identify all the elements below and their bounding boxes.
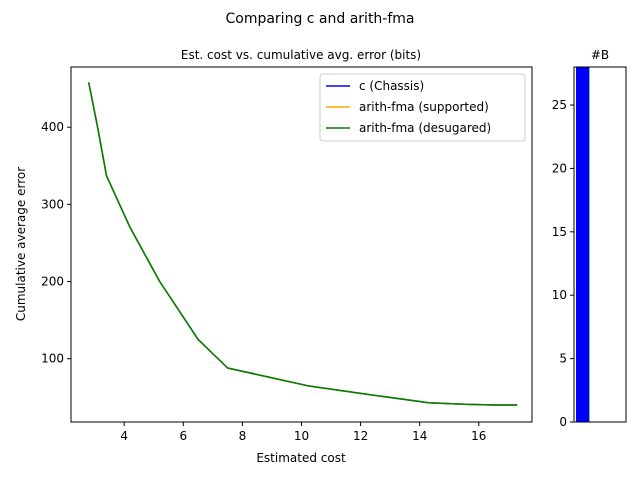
bar-chart-y-ticks: 0 5 10 15 20 25 [552,98,574,429]
x-tick-label: 4 [120,429,128,443]
x-tick-label: 8 [239,429,247,443]
x-tick-label: 10 [294,429,309,443]
bar [578,67,589,422]
legend-box [319,73,526,142]
legend-label: arith-fma (desugared) [359,121,491,135]
legend: c (Chassis) arith-fma (supported) arith-fm… [319,73,526,142]
line-chart-title: Est. cost vs. cumulative avg. error (bit… [181,48,421,62]
x-axis-label: Estimated cost [256,451,346,465]
x-axis-ticks: 4 6 8 10 12 14 16 [120,422,486,443]
bar-y-tick-label: 10 [552,288,567,302]
figure-suptitle: Comparing c and arith-fma [225,11,414,27]
x-tick-label: 16 [471,429,486,443]
series-line-3 [87,82,518,406]
bar-y-tick-label: 25 [552,98,567,112]
bar-chart-frame [573,66,627,423]
bar-chart-title: #B [591,48,609,62]
bar-y-tick-label: 5 [559,352,567,366]
x-tick-label: 14 [412,429,427,443]
y-axis-label: Cumulative average error [14,167,28,321]
legend-label: c (Chassis) [359,79,424,93]
x-tick-label: 6 [179,429,187,443]
y-tick-label: 300 [41,197,64,211]
line-chart: Est. cost vs. cumulative avg. error (bit… [14,48,533,465]
y-tick-label: 200 [41,275,64,289]
line-series-group [87,82,518,406]
y-axis-ticks: 100 200 300 400 [41,120,71,366]
legend-label: arith-fma (supported) [359,100,489,114]
x-tick-label: 12 [353,429,368,443]
bar [576,67,581,422]
bar-group [576,67,590,422]
y-tick-label: 100 [41,352,64,366]
bar-y-tick-label: 0 [559,415,567,429]
bar-y-tick-label: 20 [552,161,567,175]
y-tick-label: 400 [41,120,64,134]
bar-y-tick-label: 15 [552,225,567,239]
bar-chart: #B 0 5 10 15 20 25 [552,48,627,429]
